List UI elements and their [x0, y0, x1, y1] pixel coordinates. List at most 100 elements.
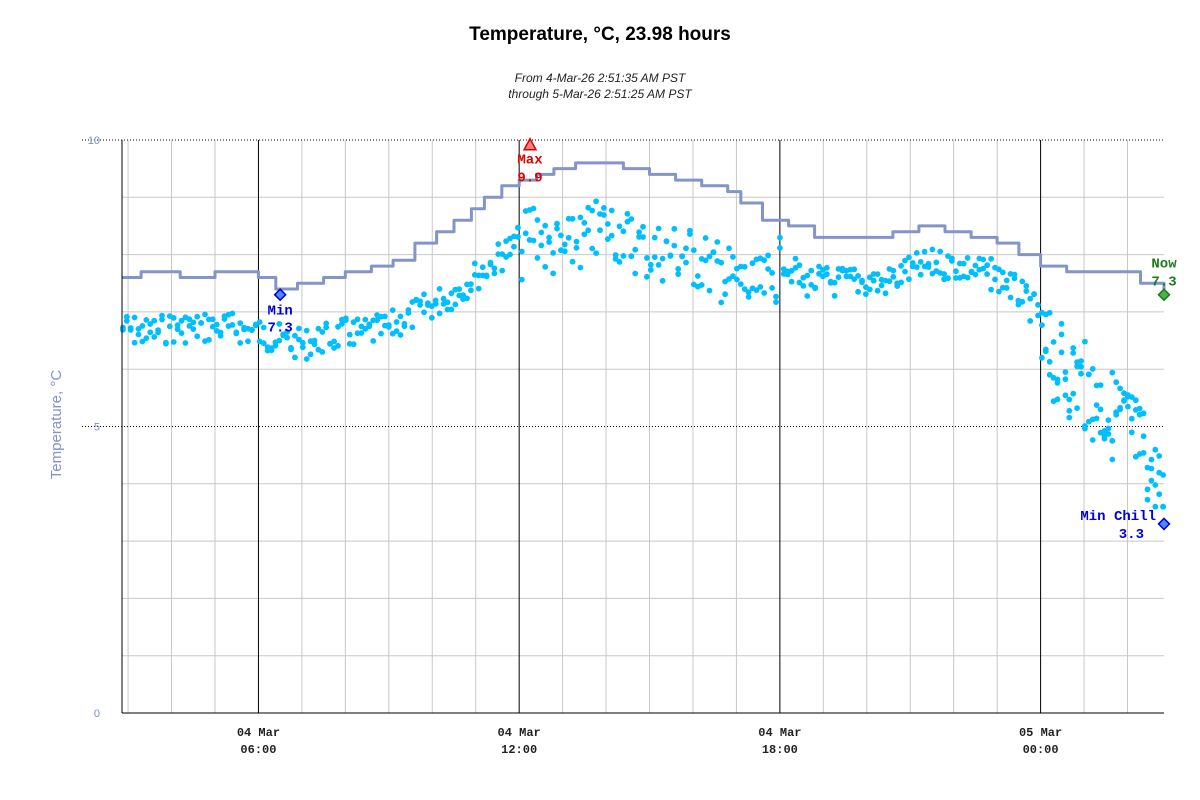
chill-sample-dot [796, 262, 803, 269]
chill-sample-dot [1085, 371, 1092, 378]
chill-sample-dot [866, 286, 873, 293]
chill-sample-dot [1128, 394, 1135, 400]
chill-sample-dot [855, 273, 861, 279]
chill-sample-dot [393, 319, 400, 325]
chill-sample-dot [1144, 496, 1151, 503]
chill-sample-dot [980, 265, 987, 272]
chill-sample-dot [992, 276, 998, 283]
chill-sample-dot [734, 276, 740, 283]
chill-sample-dot [143, 317, 150, 323]
chill-sample-dot [542, 222, 549, 229]
chill-sample-dot [546, 239, 552, 246]
chill-sample-dot [143, 335, 150, 342]
chill-sample-dot [589, 207, 596, 214]
chill-sample-dot [831, 292, 838, 299]
chill-sample-dot [1148, 456, 1155, 463]
chill-sample-dot [569, 215, 576, 222]
chill-sample-dot [284, 334, 290, 341]
chill-sample-dot [917, 259, 924, 265]
x-tick-time: 18:00 [762, 743, 798, 757]
chill-sample-dot [804, 272, 811, 279]
chill-sample-dot [190, 326, 197, 332]
chill-sample-dot [385, 322, 392, 328]
chill-sample-dot [436, 310, 443, 317]
chill-sample-dot [491, 270, 498, 277]
chill-sample-dot [1039, 322, 1045, 328]
chill-sample-dot [628, 253, 635, 260]
chill-sample-dot [730, 273, 736, 280]
chill-sample-dot [1070, 390, 1077, 397]
chill-sample-dot [1140, 433, 1147, 440]
chill-sample-dot [151, 317, 158, 324]
chill-sample-dot [491, 265, 498, 272]
chill-sample-dot [554, 220, 560, 227]
chill-sample-dot [706, 253, 713, 260]
now-label: Now [1151, 257, 1177, 273]
chill-sample-dot [1160, 472, 1166, 478]
y-tick-label: 0 [94, 708, 100, 720]
chill-sample-dot [898, 262, 904, 269]
chill-sample-dot [1042, 348, 1049, 355]
chill-sample-dot [702, 235, 709, 241]
chill-sample-dot [1105, 431, 1112, 437]
min-label: Min [268, 304, 293, 320]
chill-sample-dot [135, 331, 142, 338]
chill-sample-dot [131, 339, 138, 346]
chill-sample-dot [507, 251, 513, 258]
chill-sample-dot [303, 356, 310, 362]
chill-sample-dot [515, 224, 521, 231]
chill-sample-dot [632, 246, 639, 253]
chill-sample-dot [616, 223, 623, 230]
chill-sample-dot [706, 287, 713, 294]
chill-sample-dot [898, 279, 904, 286]
chill-sample-dot [757, 284, 764, 290]
chill-sample-dot [229, 310, 236, 317]
subtitle-through: through 5-Mar-26 2:51:25 AM PST [508, 87, 692, 101]
chill-sample-dot [483, 273, 490, 280]
max-marker [522, 137, 538, 151]
chill-sample-dot [659, 255, 666, 262]
chill-sample-dot [1058, 320, 1065, 327]
chill-sample-dot [249, 326, 255, 333]
chill-sample-dot [640, 223, 646, 230]
chill-sample-dot [178, 330, 185, 336]
chill-sample-dot [1109, 369, 1116, 376]
chill-sample-dot [929, 246, 936, 253]
chill-sample-dot [1011, 271, 1018, 278]
chill-sample-dot [393, 328, 400, 334]
chill-sample-dot [428, 314, 435, 321]
chill-sample-dot [726, 245, 732, 252]
chill-sample-dot [988, 255, 994, 262]
chill-sample-dot [1058, 331, 1065, 338]
chill-sample-dot [460, 292, 466, 298]
chill-sample-dot [1144, 486, 1151, 493]
chill-sample-dot [276, 337, 283, 344]
chill-sample-dot [753, 287, 760, 293]
x-tick-time: 12:00 [501, 743, 537, 757]
chill-sample-dot [565, 234, 572, 241]
chill-sample-dot [550, 250, 556, 256]
chill-sample-dot [1089, 437, 1096, 443]
chill-sample-dot [159, 316, 165, 323]
chill-sample-dot [769, 285, 775, 291]
chill-sample-dot [671, 225, 678, 232]
chill-sample-dot [1062, 376, 1069, 383]
chill-sample-dot [209, 316, 216, 323]
chill-sample-dot [296, 325, 302, 332]
chill-sample-dot [698, 282, 705, 288]
chill-sample-dot [319, 349, 326, 355]
chill-sample-dot [1128, 429, 1135, 436]
chill-sample-dot [996, 266, 1002, 273]
chill-sample-dot [335, 342, 341, 349]
chill-sample-dot [851, 276, 858, 282]
chill-sample-dot [1097, 406, 1104, 413]
chill-sample-dot [593, 198, 599, 205]
chill-sample-dot [1117, 385, 1123, 392]
chill-sample-dot [1148, 465, 1155, 472]
chill-sample-dot [186, 316, 193, 323]
chill-sample-dot [585, 227, 592, 234]
chill-sample-dot [745, 289, 752, 296]
chill-sample-dot [1105, 425, 1112, 432]
chill-sample-dot [604, 221, 611, 227]
